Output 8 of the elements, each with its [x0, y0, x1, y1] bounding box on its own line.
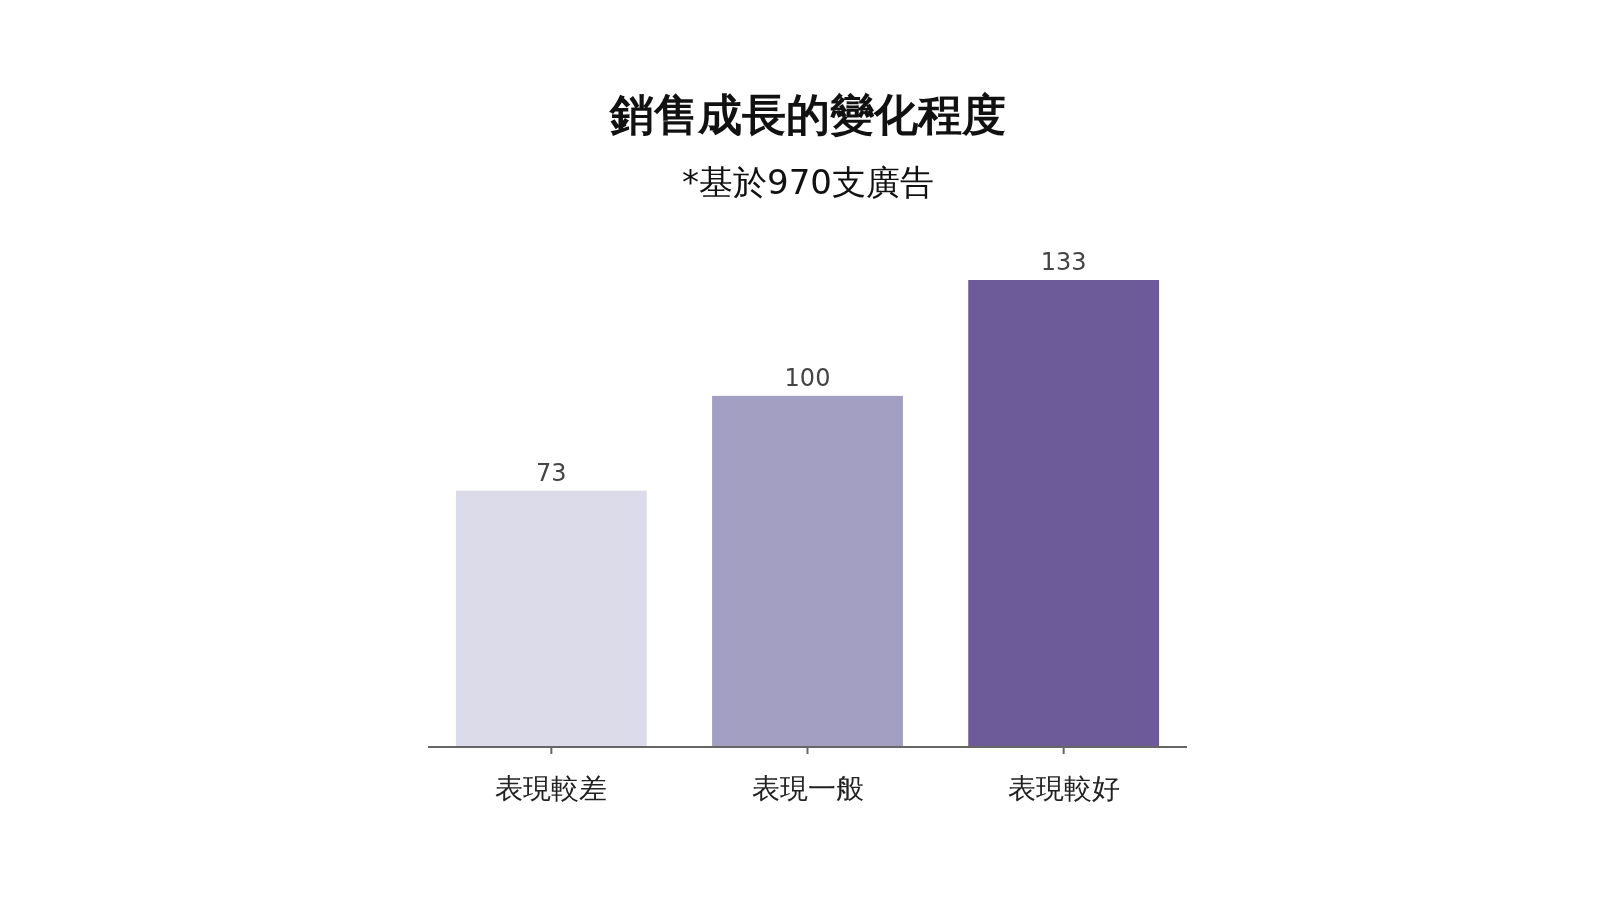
- data-label: 73: [536, 458, 567, 487]
- chart-subtitle: *基於970支廣告: [682, 162, 934, 202]
- x-tick-label: 表現較好: [1007, 772, 1120, 805]
- data-label: 100: [784, 363, 831, 392]
- chart-title: 銷售成長的變化程度: [608, 89, 1006, 140]
- data-label: 133: [1040, 248, 1087, 276]
- x-tick-label: 表現一般: [751, 772, 864, 805]
- x-tick-label: 表現較差: [495, 772, 608, 805]
